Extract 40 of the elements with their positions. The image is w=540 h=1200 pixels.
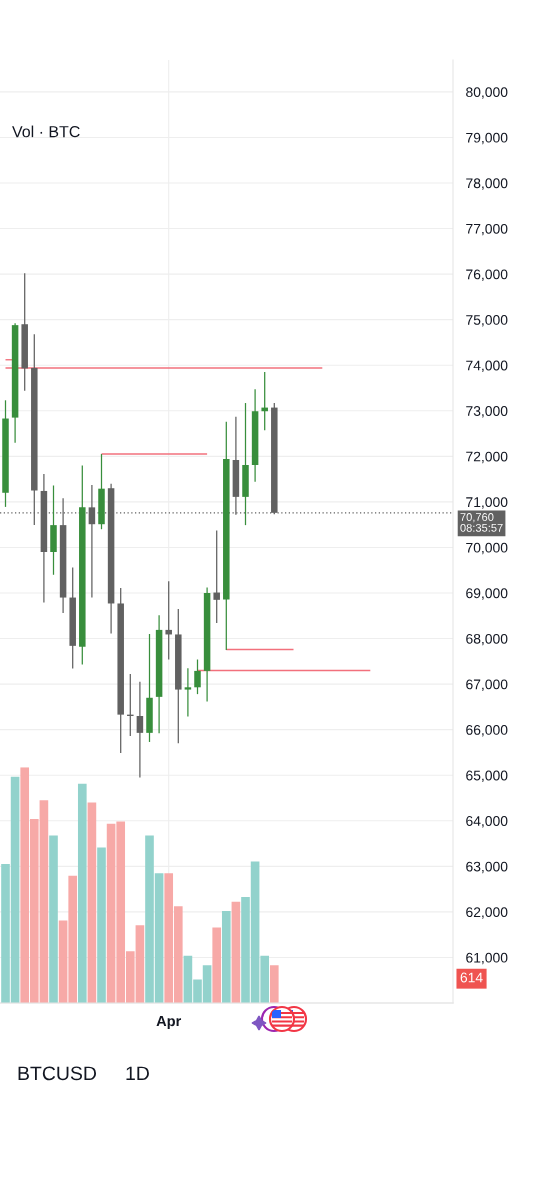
- bar: [212, 927, 222, 1003]
- y-tick-label: 64,000: [466, 816, 508, 828]
- bar: [231, 901, 241, 1003]
- y-tick-label: 70,000: [466, 542, 508, 555]
- y-tick-label: 75,000: [466, 315, 508, 327]
- text: BTCUSD: [18, 1066, 97, 1081]
- candlestick: [184, 667, 192, 718]
- y-tick-label: 66,000: [466, 725, 508, 737]
- y-tick-label: 68,000: [466, 633, 508, 646]
- y-tick-label: 77,000: [466, 223, 508, 236]
- candlestick: [136, 681, 144, 779]
- y-tick-label: 62,000: [466, 907, 508, 919]
- chart-title: Vol · BTC: [12, 125, 80, 138]
- y-tick-label: 80,000: [466, 87, 508, 99]
- y-tick-label: 79,000: [466, 132, 508, 145]
- candlestick: [213, 529, 220, 624]
- y-tick-label: 72,000: [466, 451, 508, 464]
- bar: [49, 835, 58, 1003]
- x-tick-label: Apr: [156, 1016, 182, 1030]
- y-tick-label: 61,000: [466, 952, 508, 965]
- candlestick: [88, 484, 96, 599]
- bar: [269, 965, 279, 1003]
- y-tick-label: 71,000: [466, 497, 508, 509]
- y-tick-label: 78,000: [466, 178, 508, 190]
- bar: [77, 783, 87, 1003]
- candlestick: [165, 580, 172, 661]
- y-tick-label: 63,000: [466, 861, 508, 874]
- ref-line-label: 70,760 08:35:57: [460, 513, 503, 532]
- y-tick-label: 76,000: [466, 269, 508, 281]
- y-tick-label: 65,000: [466, 770, 508, 783]
- text: 614: [460, 972, 483, 983]
- bar: [87, 802, 97, 1003]
- y-tick-label: 67,000: [466, 679, 508, 691]
- text: 1D: [126, 1066, 149, 1081]
- bar: [97, 847, 106, 1003]
- candlestick: [194, 658, 201, 695]
- y-tick-label: 69,000: [466, 588, 508, 600]
- y-tick-label: 73,000: [466, 406, 508, 418]
- y-tick-label: 74,000: [466, 360, 508, 373]
- bar: [221, 911, 231, 1003]
